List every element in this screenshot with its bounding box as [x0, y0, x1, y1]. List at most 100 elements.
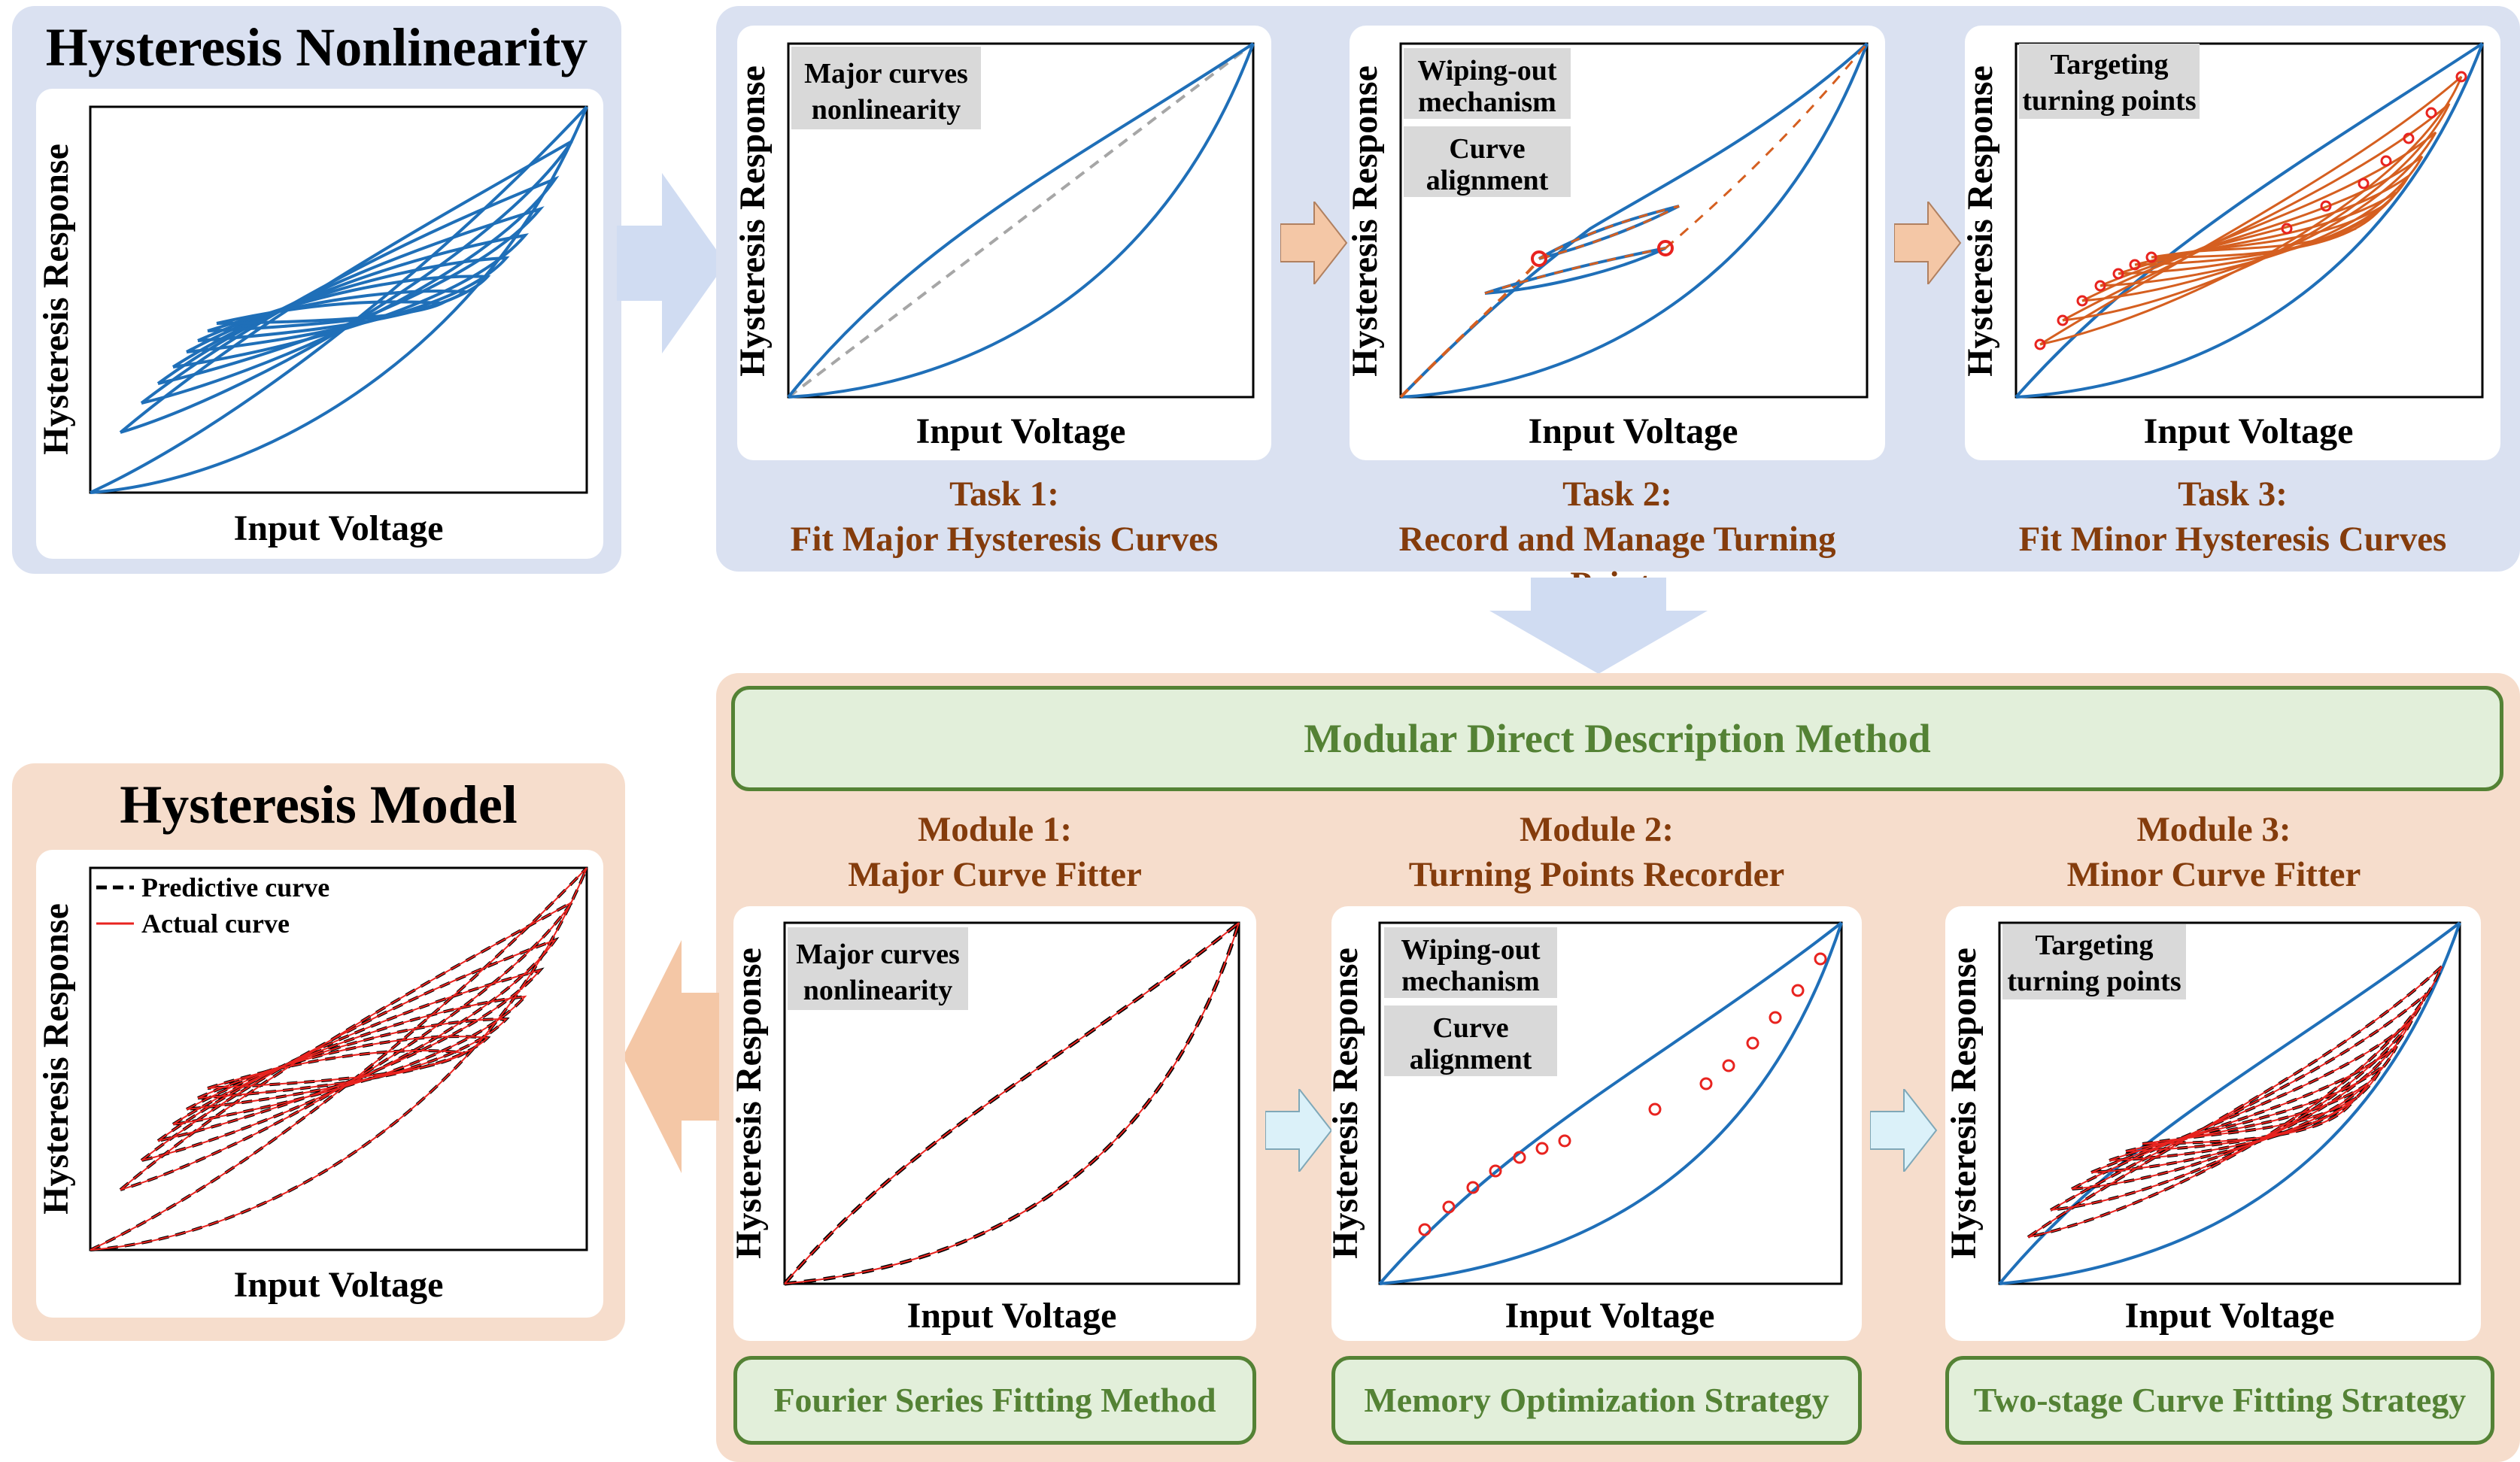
method-title-box: Modular Direct Description Method [731, 686, 2503, 791]
plot-frame [783, 921, 1240, 1285]
tag-box [788, 927, 968, 1010]
actual-minor-curves [2027, 966, 2443, 1238]
method-title: Modular Direct Description Method [1304, 716, 1931, 761]
task3-subtitle: Fit Minor Hysteresis Curves [2018, 520, 2447, 559]
turning-point-marker [1531, 250, 1547, 267]
aligned-segment-2 [1665, 43, 1869, 250]
tag-box [2019, 44, 2200, 119]
task3-plot-card: Input Voltage Hysteresis Response Target… [1960, 26, 2500, 460]
major-ascending-curve [2014, 42, 2484, 399]
tag-line-2: turning points [2007, 966, 2181, 997]
task1-plot: Input Voltage Hysteresis Response Major … [733, 42, 1255, 451]
module3-plot: Input Voltage Hysteresis Response Target… [1944, 921, 2461, 1336]
plot-frame [1998, 921, 2461, 1285]
arrow-right-blue [617, 173, 726, 353]
module1-plot: Input Voltage Hysteresis Response Major … [729, 921, 1241, 1336]
y-axis-label: Hysteresis Response [1945, 948, 1984, 1259]
x-axis-label: Input Voltage [234, 1265, 444, 1305]
tag-box [1384, 1006, 1557, 1076]
task2-title: Task 2: [1562, 475, 1672, 514]
tag-line-2: nonlinearity [803, 975, 952, 1006]
module2-subtitle: Turning Points Recorder [1408, 855, 1785, 894]
plot-frame [89, 105, 588, 494]
arrow-right-peach [1280, 202, 1348, 284]
nonlinearity-title: Hysteresis Nonlinearity [45, 17, 588, 77]
module1-label: Module 1: Major Curve Fitter [733, 807, 1256, 897]
plot-frame [1399, 42, 1869, 399]
y-axis-label: Hysteresis Response [737, 65, 773, 377]
nonlinearity-plot-card: Input Voltage Hysteresis Response [36, 89, 603, 559]
minor-curves [2039, 75, 2463, 346]
tag-line-4: alignment [1410, 1044, 1532, 1075]
y-axis-label: Hysteresis Response [733, 948, 769, 1259]
legend: Predictive curve Actual curve [96, 872, 329, 939]
arrow-left-peach [623, 940, 719, 1173]
plot-frame [1378, 921, 1843, 1285]
module2-strategy: Memory Optimization Strategy [1364, 1381, 1829, 1419]
module1-plot-card: Input Voltage Hysteresis Response Major … [729, 906, 1256, 1341]
minor-loop-2-dash [1484, 247, 1666, 295]
actual-ascending [784, 922, 1240, 1285]
module2-strategy-box: Memory Optimization Strategy [1331, 1356, 1862, 1445]
turning-points [1418, 952, 1827, 1236]
y-axis-label: Hysteresis Response [1350, 65, 1385, 377]
tag-line-2: mechanism [1418, 86, 1556, 118]
task1-subtitle: Fit Major Hysteresis Curves [790, 520, 1219, 559]
module3-title: Module 3: [2136, 810, 2291, 849]
x-axis-label: Input Voltage [2144, 411, 2354, 451]
module2-plot: Input Voltage Hysteresis Response Wiping… [1325, 921, 1843, 1336]
x-axis-label: Input Voltage [234, 508, 444, 548]
y-axis-label: Hysteresis Response [36, 144, 76, 455]
module3-strategy-box: Two-stage Curve Fitting Strategy [1945, 1356, 2494, 1445]
y-axis-label: Hysteresis Response [1965, 65, 2000, 377]
tag-line-1: Targeting [2036, 930, 2154, 961]
task2-plot-card: Input Voltage Hysteresis Response Wiping… [1345, 26, 1885, 460]
module3-label: Module 3: Minor Curve Fitter [1947, 807, 2481, 897]
major-descending-curve [1999, 922, 2461, 1285]
major-descending-curve [1379, 922, 1843, 1285]
major-ascending-curve [1378, 921, 1843, 1285]
module1-strategy: Fourier Series Fitting Method [773, 1381, 1216, 1419]
tag-line-3: Curve [1432, 1012, 1508, 1044]
task3-title: Task 3: [2178, 475, 2288, 514]
plot-frame [2014, 42, 2484, 399]
major-ascending-curve [787, 42, 1255, 399]
tag-line-2: nonlinearity [812, 94, 961, 126]
task3-label: Task 3: Fit Minor Hysteresis Curves [1965, 472, 2500, 562]
tag-box [791, 47, 981, 129]
tag-line-1: Targeting [2051, 49, 2169, 80]
major-ascending-curve [1998, 921, 2461, 1285]
tag-box [1404, 126, 1571, 197]
y-axis-label: Hysteresis Response [1331, 948, 1365, 1259]
tag-line-1: Wiping-out [1401, 934, 1540, 966]
tag-box [2002, 924, 2186, 999]
model-plot: Input Voltage Hysteresis Response [36, 866, 588, 1305]
arrow-down-blue [1489, 578, 1708, 674]
plot-frame [89, 866, 588, 1251]
x-axis-label: Input Voltage [2125, 1296, 2335, 1336]
tag-line-4: alignment [1426, 165, 1549, 196]
turning-point-marker [1657, 240, 1674, 256]
module3-plot-card: Input Voltage Hysteresis Response Target… [1944, 906, 2481, 1341]
x-axis-label: Input Voltage [1505, 1296, 1715, 1336]
major-descending-curve [788, 43, 1255, 399]
tag-box [1404, 48, 1571, 119]
major-ascending-curve [1399, 42, 1869, 399]
legend-predictive-label: Predictive curve [141, 872, 329, 902]
tag-line-1: Wiping-out [1417, 55, 1556, 86]
task3-plot: Input Voltage Hysteresis Response Target… [1960, 42, 2484, 451]
major-descending-curve [2015, 43, 2484, 399]
module1-title: Module 1: [918, 810, 1072, 849]
aligned-segment [1399, 257, 1541, 399]
tag-line-1: Major curves [796, 939, 960, 970]
tag-line-2: mechanism [1401, 966, 1540, 997]
arrow-right-cyan [1870, 1089, 1938, 1172]
plot-frame [787, 42, 1255, 399]
module1-strategy-box: Fourier Series Fitting Method [733, 1356, 1256, 1445]
tag-line-3: Curve [1449, 133, 1525, 165]
task2-plot: Input Voltage Hysteresis Response Wiping… [1345, 42, 1869, 451]
legend-actual-label: Actual curve [141, 908, 290, 939]
major-descending-curve [1400, 43, 1869, 399]
task1-plot-card: Input Voltage Hysteresis Response Major … [733, 26, 1271, 460]
module3-strategy: Two-stage Curve Fitting Strategy [1973, 1381, 2467, 1419]
